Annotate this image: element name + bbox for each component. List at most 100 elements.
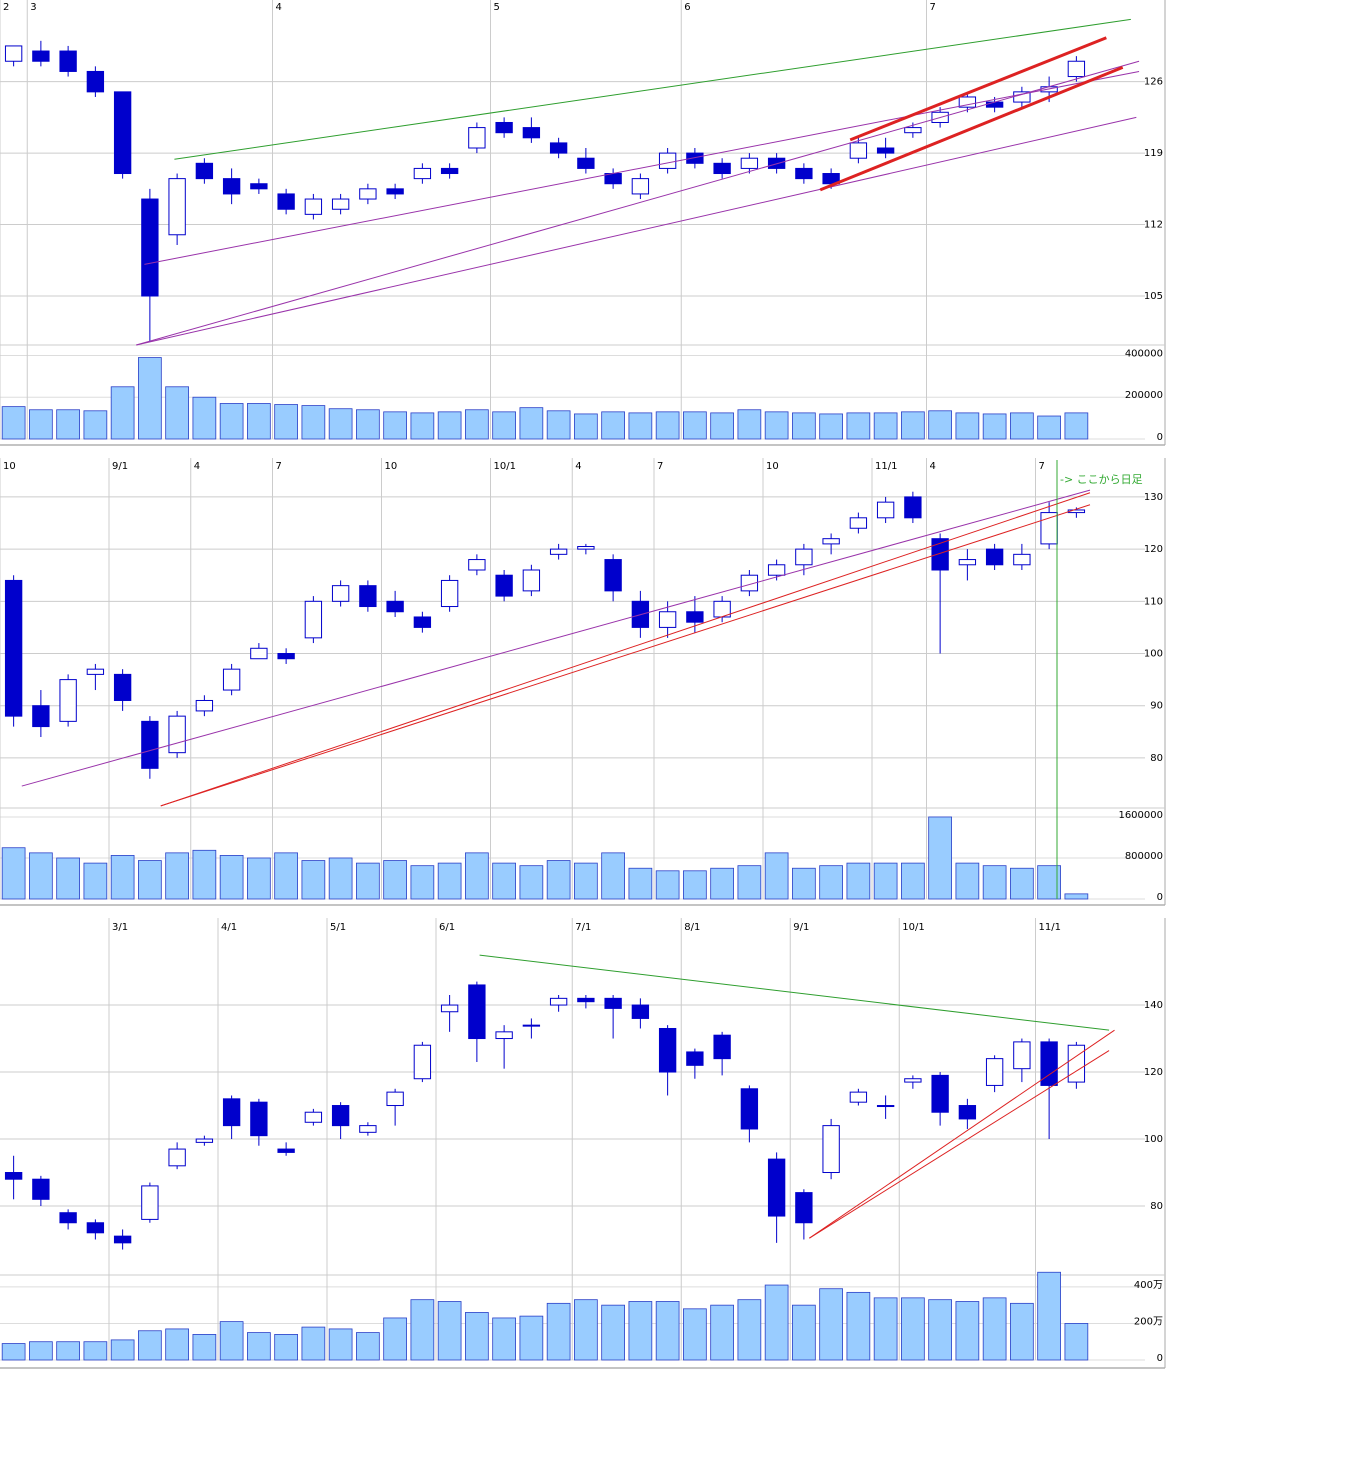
candle-body [1067,60,1086,78]
candle-body [876,501,895,519]
volume-bar [928,816,952,900]
candle-body [822,173,840,185]
volume-bar [192,1334,217,1361]
candle-body [1040,1041,1058,1086]
candle-body [822,538,840,545]
candle-body [904,1078,922,1083]
x-tick-label: 7 [657,461,663,472]
x-tick-label: 9/1 [793,922,809,933]
candle-body [658,611,677,628]
trend-line [809,1050,1110,1239]
volume-bar [873,862,898,900]
candle-body [440,167,459,175]
volume-bar [901,862,925,900]
candle-body [549,142,568,154]
y-tick-label: 126 [1144,77,1163,88]
volume-tick-label: 400万 [1134,1280,1163,1291]
volume-bar [165,852,189,900]
candle-body [386,188,404,195]
candle-body [604,559,622,592]
candle-body [440,579,459,608]
candle-body [876,1105,895,1108]
trend-line [819,65,1124,192]
volume-bar [328,408,353,440]
volume-bar [764,852,789,900]
candle-body [931,538,949,571]
x-tick-label: 5 [494,2,500,13]
candle-body [522,569,541,592]
candle-body [985,548,1004,566]
volume-bar [519,1315,544,1361]
volume-bar [356,1332,380,1361]
volume-bar [29,409,53,440]
y-tick-label: 105 [1144,291,1163,302]
candle-body [522,1024,541,1027]
volume-bar [410,865,435,900]
volume-bar [928,1299,952,1361]
volume-bar [846,1291,871,1361]
candle-body [168,715,186,754]
candle-body [686,1051,704,1066]
candle-body [468,127,486,149]
volume-bar [301,860,326,900]
volume-bar [710,412,734,440]
volume-bar [356,409,380,440]
volume-tick-label: 1600000 [1118,810,1163,821]
volume-bar [628,1301,653,1361]
x-tick-label: 4 [930,461,936,472]
x-tick-label: 3 [30,2,36,13]
volume-bar [29,1341,53,1361]
candle-body [876,147,895,154]
volume-bar [792,412,816,440]
volume-bar [982,1297,1007,1361]
volume-bar [683,870,707,900]
x-tick-label: 6/1 [439,922,455,933]
candle-body [304,198,323,215]
candle-body [168,178,186,236]
candle-body [713,1034,731,1060]
volume-bar [437,411,462,440]
y-tick-label: 100 [1144,649,1163,660]
x-tick-label: 10/1 [494,461,516,472]
candle-body [849,142,868,159]
candle-body [767,1158,786,1217]
x-tick-label: 10 [3,461,16,472]
volume-bar [683,411,707,440]
candle-body [795,167,813,180]
trend-line [160,492,1091,807]
volume-tick-label: 0 [1157,432,1163,443]
volume-bar [165,1328,189,1361]
volume-bar [955,862,980,900]
volume-bar [819,865,843,900]
candle-body [222,178,241,195]
volume-bar [247,857,271,900]
y-tick-label: 119 [1144,148,1163,159]
volume-bar [56,409,80,440]
volume-bar [710,1304,734,1361]
candle-body [4,579,23,717]
candle-body [141,1185,159,1220]
volume-bar [846,412,871,440]
candle-body [904,127,922,134]
volume-bar [928,410,952,440]
y-tick-label: 112 [1144,220,1163,231]
candle-body [740,1088,759,1130]
volume-bar [519,407,544,440]
x-tick-label: 10/1 [902,922,924,933]
candle-body [958,96,977,108]
candle-body [359,1125,377,1133]
volume-bar [655,1301,680,1361]
candle-body [195,699,214,712]
volume-bar [846,862,871,900]
y-tick-label: 120 [1144,1067,1163,1078]
volume-bar [165,386,189,440]
candle-body [631,1004,650,1019]
volume-bar [437,1301,462,1361]
x-tick-label: 4 [276,2,282,13]
candle-body [604,997,622,1009]
x-tick-label: 10 [385,461,398,472]
volume-bar [601,852,625,900]
candle-body [795,548,813,566]
volume-bar [274,404,298,440]
